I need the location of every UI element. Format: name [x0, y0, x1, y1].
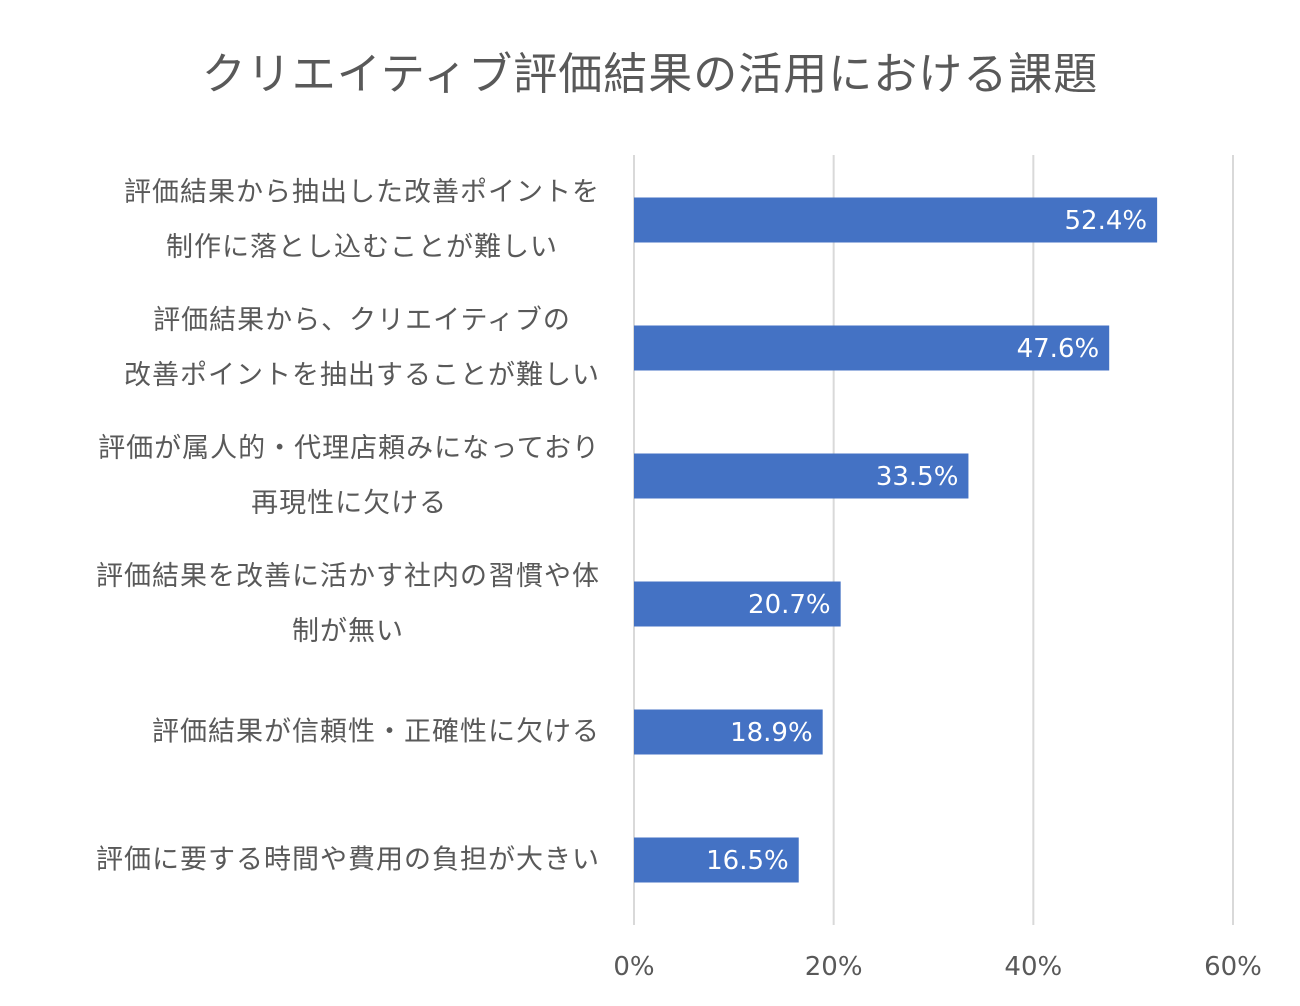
- category-label-line: 改善ポイントを抽出することが難しい: [124, 360, 600, 391]
- data-label: 52.4%: [1065, 206, 1148, 236]
- category-label: 評価結果から抽出した改善ポイントを 制作に落とし込むことが難しい: [124, 165, 600, 275]
- category-label-line: 評価が属人的・代理店頼みになっており: [98, 433, 600, 464]
- category-label-line: 評価に要する時間や費用の負担が大きい: [96, 844, 600, 876]
- category-label-line: 評価結果から抽出した改善ポイントを: [124, 177, 600, 208]
- data-label: 16.5%: [706, 846, 789, 876]
- bar: [634, 325, 1110, 371]
- bar: [634, 453, 969, 499]
- bar: [634, 197, 1158, 243]
- bar: [634, 709, 823, 755]
- category-label: 評価結果から、クリエイティブの 改善ポイントを抽出することが難しい: [124, 293, 600, 403]
- x-tick-label: 0%: [613, 952, 654, 982]
- category-label: 評価結果を改善に活かす社内の習慣や体 制が無い: [96, 549, 600, 659]
- category-label-line: 評価結果が信頼性・正確性に欠ける: [152, 716, 600, 748]
- chart-title: クリエイティブ評価結果の活用における課題: [201, 49, 1099, 100]
- category-label-line: 制作に落とし込むことが難しい: [166, 232, 558, 263]
- x-tick-label: 40%: [1004, 952, 1062, 982]
- category-label-line: 再現性に欠ける: [251, 488, 448, 519]
- bar: [634, 581, 841, 627]
- data-label: 18.9%: [730, 718, 813, 748]
- category-label: 評価結果が信頼性・正確性に欠ける: [152, 705, 600, 760]
- category-label-line: 評価結果を改善に活かす社内の習慣や体: [96, 561, 600, 592]
- category-label-line: 評価結果から、クリエイティブの: [153, 305, 571, 336]
- bar: [634, 837, 799, 883]
- x-tick-label: 60%: [1204, 952, 1262, 982]
- data-label: 20.7%: [748, 590, 831, 620]
- data-label: 47.6%: [1017, 334, 1100, 364]
- data-label: 33.5%: [876, 462, 959, 492]
- category-label: 評価に要する時間や費用の負担が大きい: [96, 833, 600, 888]
- category-label: 評価が属人的・代理店頼みになっており 再現性に欠ける: [98, 421, 600, 531]
- x-tick-label: 20%: [805, 952, 863, 982]
- category-label-line: 制が無い: [292, 616, 404, 647]
